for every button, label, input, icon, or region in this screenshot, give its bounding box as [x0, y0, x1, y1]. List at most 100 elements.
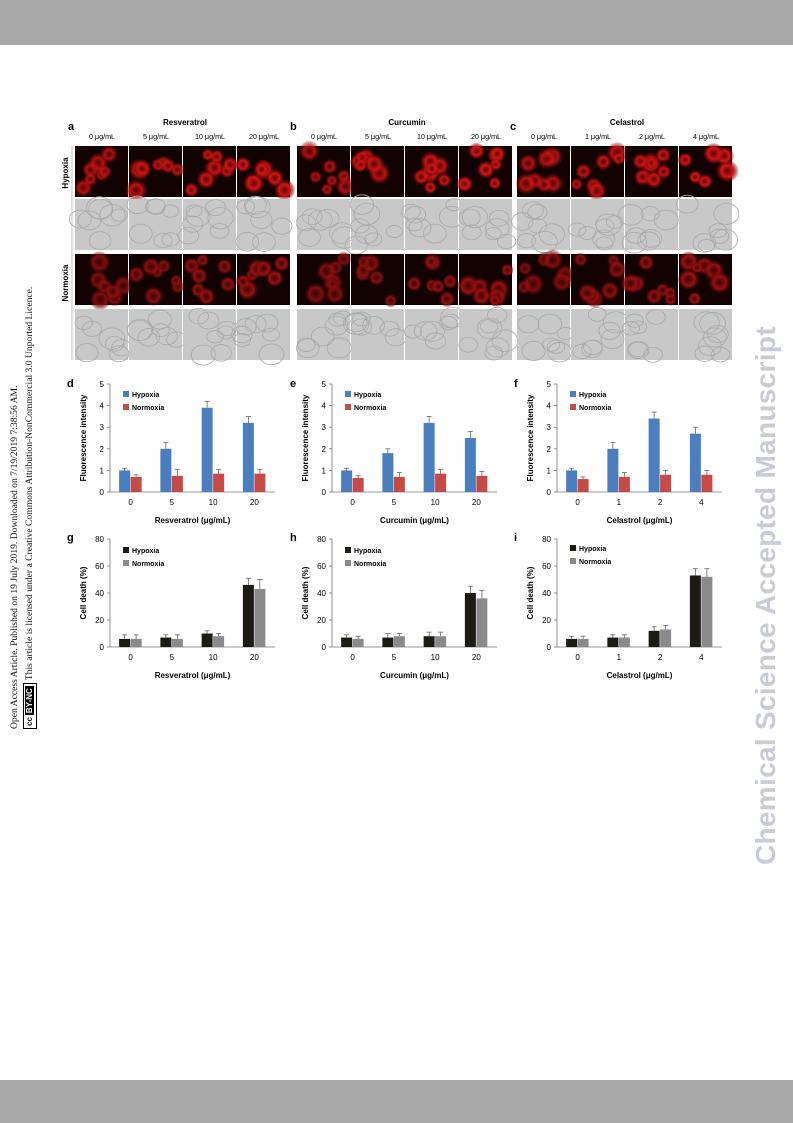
y-axis-label: Fluorescence intensity [79, 394, 88, 481]
x-tick-label: 2 [658, 498, 663, 507]
dose-label: 5 μg/mL [143, 132, 169, 141]
bar-hypoxia [464, 438, 476, 492]
y-tick-label: 1 [322, 466, 327, 475]
brightfield-image [679, 309, 732, 360]
fluorescence-image [237, 146, 290, 197]
y-tick-label: 0 [100, 643, 105, 652]
legend-label: Hypoxia [132, 392, 159, 399]
chart-letter: f [514, 378, 518, 390]
bar-normoxia [577, 479, 589, 492]
chart-d: d 0 1 2 3 4 5 Fluorescence intensity 0 5 10 20 Resve… [67, 378, 275, 525]
brightfield-image [351, 199, 404, 250]
y-tick-label: 5 [100, 380, 105, 389]
panel-letter-a: a [68, 121, 75, 133]
y-tick-label: 80 [95, 535, 104, 544]
fluorescence-image [459, 254, 512, 305]
legend-swatch [123, 404, 129, 410]
y-tick-label: 3 [100, 423, 105, 432]
y-tick-label: 4 [547, 402, 552, 411]
brightfield-image [237, 309, 290, 360]
brightfield-image [297, 309, 350, 360]
y-tick-label: 60 [95, 562, 104, 571]
dose-label: 1 μg/mL [585, 132, 611, 141]
y-tick-label: 0 [100, 488, 105, 497]
x-axis-label: Curcumin (μg/mL) [380, 516, 449, 525]
accepted-manuscript-watermark: Chemical Science Accepted Manuscript [750, 326, 781, 865]
legend-label: Hypoxia [132, 548, 159, 555]
y-tick-label: 1 [100, 466, 105, 475]
dose-label: 5 μg/mL [365, 132, 391, 141]
brightfield-image [405, 199, 458, 250]
x-tick-label: 0 [575, 653, 580, 662]
chart-e: e 0 1 2 3 4 5 Fluorescence intensity 0 5 10 20 Curcu… [290, 378, 497, 525]
x-tick-label: 20 [472, 653, 481, 662]
brightfield-image [129, 309, 182, 360]
x-tick-label: 0 [350, 498, 355, 507]
y-axis-label: Fluorescence intensity [301, 394, 310, 481]
bar-normoxia [254, 588, 266, 647]
legend-swatch [570, 404, 576, 410]
legend-label: Normoxia [579, 559, 611, 566]
bar-hypoxia [160, 637, 172, 647]
x-tick-label: 5 [170, 653, 175, 662]
legend-swatch [345, 391, 351, 397]
x-tick-label: 5 [170, 498, 175, 507]
brightfield-image [517, 199, 570, 250]
chart-i: i 0 20 40 60 80 Cell death (%) 0 1 2 4 Celastrol (μ… [514, 532, 722, 680]
y-tick-label: 0 [547, 488, 552, 497]
x-tick-label: 4 [699, 498, 704, 507]
chart-letter: e [290, 378, 296, 390]
panel-letter-b: b [290, 121, 297, 133]
brightfield-image [625, 199, 678, 250]
panel-letter-c: c [510, 121, 516, 133]
y-axis-label: Cell death (%) [301, 566, 310, 619]
dose-label: 10 μg/mL [417, 132, 447, 141]
bar-normoxia [660, 474, 672, 492]
x-axis-label: Resveratrol (μg/mL) [155, 671, 231, 680]
brightfield-image [75, 309, 128, 360]
bar-hypoxia [341, 637, 353, 647]
brightfield-image [459, 309, 512, 360]
condition-row-label: Hypoxia [61, 157, 70, 189]
bar-normoxia [393, 636, 405, 647]
y-tick-label: 2 [100, 445, 105, 454]
bottom-banner [0, 1080, 793, 1123]
legend-label: Hypoxia [354, 548, 381, 555]
legend-label: Hypoxia [354, 392, 381, 399]
drug-title: Resveratrol [163, 118, 207, 127]
x-tick-label: 10 [209, 653, 218, 662]
bar-hypoxia [242, 584, 254, 647]
brightfield-image [459, 199, 512, 250]
brightfield-image [351, 309, 404, 360]
x-tick-label: 20 [250, 653, 259, 662]
legend-swatch [570, 391, 576, 397]
bar-normoxia [435, 473, 447, 492]
fluorescence-image [351, 146, 404, 197]
license-notice[interactable]: This article is licensed under a Creativ… [24, 286, 36, 681]
cc-license-badge[interactable]: ccBY-NC [23, 683, 37, 729]
x-axis-label: Celastrol (μg/mL) [607, 516, 673, 525]
y-tick-label: 3 [322, 423, 327, 432]
x-tick-label: 1 [617, 498, 622, 507]
chart-f: f 0 1 2 3 4 5 Fluorescence intensity 0 1 2 4 Celastr… [514, 378, 722, 525]
drug-title: Celastrol [610, 118, 644, 127]
fluorescence-image [571, 254, 624, 305]
fluorescence-image [183, 146, 236, 197]
brightfield-image [517, 309, 570, 360]
x-tick-label: 10 [431, 653, 440, 662]
fluorescence-image [75, 254, 128, 305]
brightfield-image [405, 309, 458, 360]
x-tick-label: 5 [392, 653, 397, 662]
fluorescence-image [459, 146, 512, 197]
bar-hypoxia [119, 638, 131, 647]
brightfield-image [183, 309, 236, 360]
fluorescence-image [517, 146, 570, 197]
fluorescence-image [679, 146, 732, 197]
dose-label: 20 μg/mL [249, 132, 279, 141]
legend-label: Normoxia [354, 405, 386, 412]
bar-normoxia [352, 638, 364, 647]
y-tick-label: 0 [322, 488, 327, 497]
bar-hypoxia [607, 637, 619, 647]
fluorescence-image [297, 254, 350, 305]
